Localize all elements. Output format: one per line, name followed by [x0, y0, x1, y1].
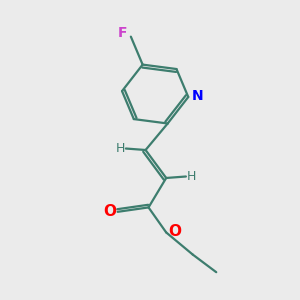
Text: N: N — [191, 88, 203, 103]
Text: O: O — [103, 204, 116, 219]
Text: H: H — [187, 170, 196, 183]
Text: H: H — [116, 142, 125, 155]
Text: F: F — [118, 26, 128, 40]
Text: O: O — [168, 224, 181, 239]
